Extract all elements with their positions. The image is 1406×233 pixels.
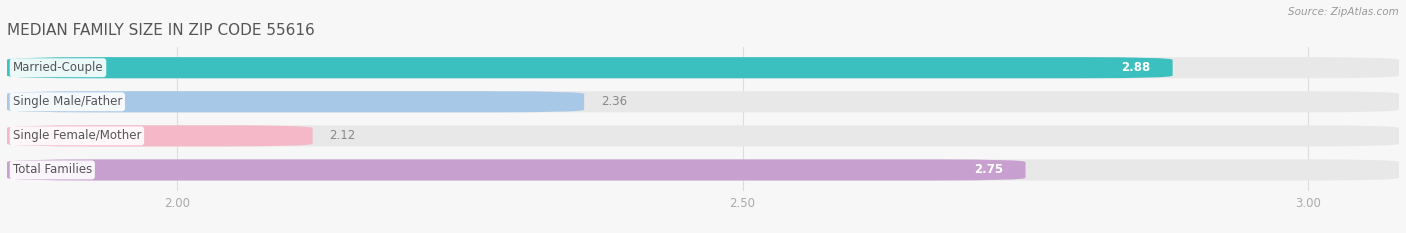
FancyBboxPatch shape bbox=[7, 91, 1399, 112]
FancyBboxPatch shape bbox=[7, 91, 583, 112]
Text: Married-Couple: Married-Couple bbox=[13, 61, 103, 74]
FancyBboxPatch shape bbox=[7, 125, 1399, 146]
FancyBboxPatch shape bbox=[7, 159, 1399, 181]
FancyBboxPatch shape bbox=[7, 159, 1025, 181]
Text: 2.36: 2.36 bbox=[602, 95, 627, 108]
FancyBboxPatch shape bbox=[7, 57, 1399, 78]
FancyBboxPatch shape bbox=[7, 57, 1173, 78]
Text: Total Families: Total Families bbox=[13, 163, 91, 176]
Text: 2.88: 2.88 bbox=[1121, 61, 1150, 74]
Text: Single Female/Mother: Single Female/Mother bbox=[13, 129, 141, 142]
Text: Single Male/Father: Single Male/Father bbox=[13, 95, 122, 108]
Text: 2.12: 2.12 bbox=[329, 129, 356, 142]
Text: Source: ZipAtlas.com: Source: ZipAtlas.com bbox=[1288, 7, 1399, 17]
Text: 2.75: 2.75 bbox=[974, 163, 1002, 176]
Text: MEDIAN FAMILY SIZE IN ZIP CODE 55616: MEDIAN FAMILY SIZE IN ZIP CODE 55616 bbox=[7, 24, 315, 38]
FancyBboxPatch shape bbox=[7, 125, 312, 146]
